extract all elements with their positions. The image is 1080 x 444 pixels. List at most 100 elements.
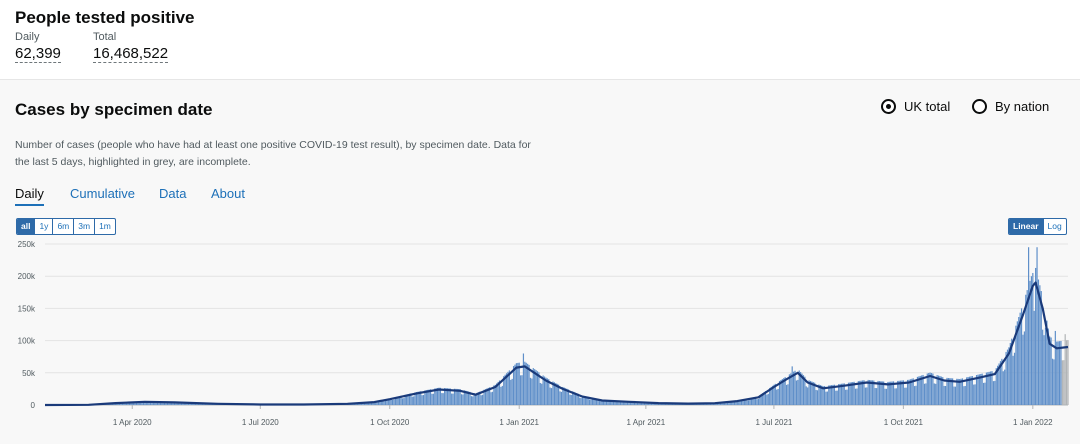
daily-bar xyxy=(871,380,874,405)
daily-bar xyxy=(1042,329,1044,405)
daily-bar xyxy=(194,403,197,405)
daily-bar xyxy=(932,373,934,405)
daily-bar xyxy=(798,370,800,405)
daily-bar xyxy=(542,375,544,405)
daily-bar xyxy=(166,402,169,405)
daily-bar xyxy=(624,401,626,405)
daily-bar xyxy=(549,387,551,405)
daily-bar xyxy=(604,400,606,405)
daily-bar xyxy=(974,384,976,405)
daily-bar xyxy=(764,391,767,405)
daily-bar xyxy=(1056,341,1058,405)
daily-bar xyxy=(431,393,433,405)
daily-bar xyxy=(731,401,733,405)
daily-bar xyxy=(795,380,798,405)
daily-bar xyxy=(466,391,468,405)
x-tick-label: 1 Jul 2020 xyxy=(242,418,279,427)
daily-bar xyxy=(379,400,381,405)
range-1m-button[interactable]: 1m xyxy=(99,221,111,231)
range-3m-button[interactable]: 3m xyxy=(74,219,96,234)
daily-bar xyxy=(171,402,173,405)
daily-bar xyxy=(458,389,460,405)
daily-bar xyxy=(847,382,850,405)
daily-bar xyxy=(605,400,608,405)
daily-bar xyxy=(638,402,640,405)
daily-bar xyxy=(617,400,619,405)
daily-bar xyxy=(130,402,132,405)
daily-bar xyxy=(883,381,885,405)
daily-bar xyxy=(733,400,736,405)
daily-bar xyxy=(999,361,1002,405)
daily-bar xyxy=(563,387,565,405)
daily-bar xyxy=(845,389,847,405)
daily-bar xyxy=(145,402,147,405)
scale-log-button[interactable]: Log xyxy=(1047,221,1062,231)
daily-bar xyxy=(724,401,726,405)
x-tick-label: 1 Jan 2021 xyxy=(499,418,539,427)
daily-bar xyxy=(894,388,896,405)
daily-bar xyxy=(1020,308,1023,405)
daily-bar xyxy=(745,398,747,405)
daily-bar xyxy=(608,401,610,405)
total-value[interactable]: 16,468,522 xyxy=(93,45,169,63)
daily-bar xyxy=(898,380,900,405)
daily-bar xyxy=(626,401,629,405)
daily-bar xyxy=(1067,340,1069,405)
daily-bar xyxy=(390,398,392,405)
radio-by-nation[interactable]: By nation xyxy=(972,99,1049,114)
daily-bar xyxy=(911,378,913,405)
daily-bar xyxy=(785,384,788,405)
daily-bar xyxy=(835,390,837,405)
daily-bar xyxy=(619,402,622,405)
daily-bar xyxy=(137,402,139,405)
daily-value[interactable]: 62,399 xyxy=(15,45,61,63)
tab-cumulative[interactable]: Cumulative xyxy=(70,186,136,201)
daily-bar xyxy=(501,385,503,405)
daily-bar xyxy=(936,375,938,405)
radio-uk-total[interactable]: UK total xyxy=(881,99,950,114)
daily-bar xyxy=(576,393,578,405)
daily-bar xyxy=(518,362,520,405)
daily-bar xyxy=(536,371,539,405)
daily-bar xyxy=(819,385,821,405)
tab-daily[interactable]: Daily xyxy=(15,186,44,206)
daily-bar xyxy=(477,392,480,405)
scale-linear-button[interactable]: Linear xyxy=(1009,219,1044,234)
daily-bar xyxy=(1029,280,1031,405)
daily-bar xyxy=(807,387,809,405)
daily-bar xyxy=(1018,317,1020,405)
daily-bar xyxy=(953,386,955,405)
tab-about[interactable]: About xyxy=(211,186,245,201)
daily-bar xyxy=(539,382,541,405)
daily-bar xyxy=(434,388,436,405)
daily-bar xyxy=(963,386,965,405)
daily-bar xyxy=(611,400,613,405)
daily-bar xyxy=(413,396,415,405)
daily-bar xyxy=(1050,337,1052,405)
range-all-button[interactable]: all xyxy=(17,219,36,234)
daily-bar xyxy=(552,381,554,405)
daily-bar xyxy=(156,402,159,405)
daily-bar xyxy=(997,365,999,405)
daily-bar xyxy=(930,373,933,405)
daily-bar xyxy=(890,381,892,405)
daily-bar xyxy=(1009,342,1011,405)
daily-bar xyxy=(992,381,995,405)
daily-bar xyxy=(612,400,615,405)
daily-bar xyxy=(1028,247,1030,405)
range-1y-button[interactable]: 1y xyxy=(35,219,54,234)
daily-bar xyxy=(822,386,824,405)
daily-bar xyxy=(939,376,941,405)
range-6m-button[interactable]: 6m xyxy=(53,219,75,234)
daily-bar xyxy=(569,394,571,405)
tab-data[interactable]: Data xyxy=(159,186,187,201)
daily-bar xyxy=(846,389,848,405)
daily-bar xyxy=(899,380,902,405)
daily-bar xyxy=(891,381,893,405)
daily-bar xyxy=(929,372,931,405)
daily-bar xyxy=(494,384,496,405)
daily-bar xyxy=(384,399,387,405)
daily-bar xyxy=(579,397,581,405)
chart-description: Number of cases (people who have had at … xyxy=(15,139,531,168)
daily-bar xyxy=(596,398,598,405)
